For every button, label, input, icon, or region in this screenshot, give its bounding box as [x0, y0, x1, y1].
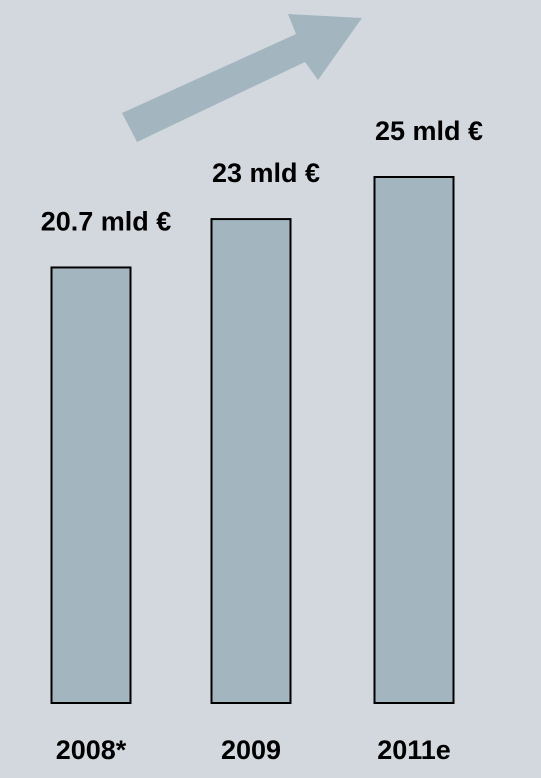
x-tick-label: 2011e — [377, 735, 451, 765]
value-label: 23 mld € — [212, 158, 320, 188]
bar — [50, 266, 132, 704]
x-tick-label: 2008* — [56, 735, 127, 765]
x-tick-label: 2009 — [221, 735, 281, 765]
bar — [210, 218, 292, 705]
bar — [373, 176, 455, 704]
value-label: 20.7 mld € — [41, 207, 172, 237]
trend-arrow — [122, 14, 362, 142]
value-label: 25 mld € — [375, 116, 483, 146]
